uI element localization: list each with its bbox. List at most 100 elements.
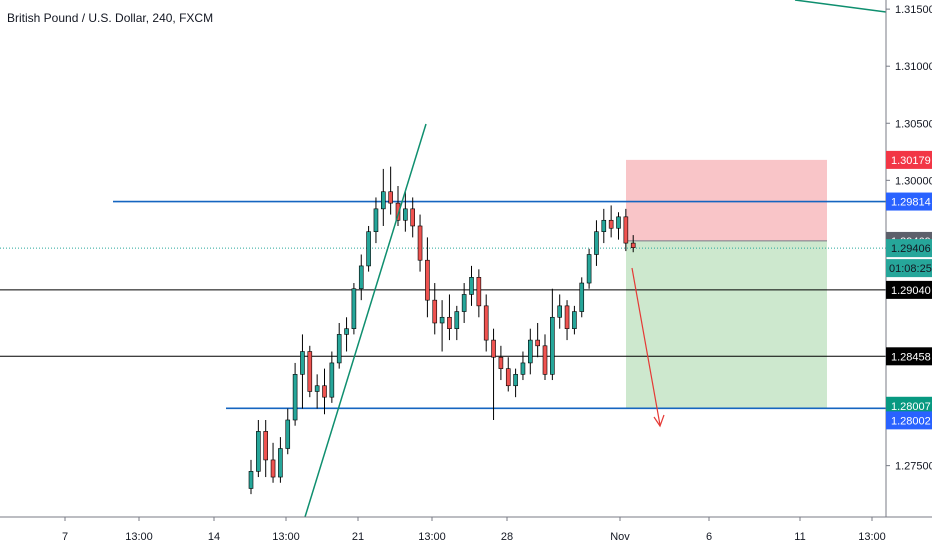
candle bbox=[505, 357, 511, 392]
candle-body bbox=[623, 216, 629, 244]
candle bbox=[476, 269, 482, 318]
price-label-bg bbox=[886, 150, 932, 169]
candle bbox=[388, 166, 393, 215]
candle-body bbox=[557, 305, 563, 318]
price-label: 1.28002 bbox=[886, 411, 932, 430]
candle bbox=[454, 305, 460, 341]
time-tick-label: 13:00 bbox=[858, 531, 886, 543]
time-tick-label: 13:00 bbox=[418, 531, 446, 543]
candle bbox=[395, 186, 401, 226]
time-tick-label: 21 bbox=[352, 531, 364, 543]
candle bbox=[248, 459, 254, 495]
countdown-text: 01:08:25 bbox=[889, 263, 932, 275]
trend-line-up[interactable] bbox=[304, 123, 427, 518]
candle-body bbox=[366, 231, 371, 267]
candle-body bbox=[314, 385, 320, 392]
price-label: 1.29814 bbox=[886, 192, 932, 211]
candle-body bbox=[483, 305, 489, 341]
price-tick-label: 1.27500 bbox=[895, 461, 932, 473]
candle bbox=[616, 212, 621, 240]
candle-body bbox=[586, 254, 592, 284]
price-label-text: 1.29406 bbox=[891, 243, 931, 255]
price-label-bg bbox=[886, 347, 932, 366]
candle-body bbox=[351, 288, 357, 329]
candle-body bbox=[616, 216, 621, 229]
price-axis[interactable]: 1.31500 1.31000 1.30500 1.30000 1.27500 bbox=[886, 4, 932, 473]
candle bbox=[300, 334, 305, 409]
candle-body bbox=[432, 299, 438, 324]
candle bbox=[594, 220, 599, 266]
price-tick-label: 1.31000 bbox=[895, 61, 932, 73]
candle bbox=[403, 191, 408, 232]
price-label-text: 1.28458 bbox=[891, 351, 931, 363]
projection-arrow[interactable] bbox=[631, 267, 665, 428]
price-label: 1.28007 bbox=[886, 396, 932, 415]
candle-body bbox=[256, 431, 261, 472]
candle-body bbox=[410, 208, 416, 227]
candle-body bbox=[520, 362, 526, 375]
candle bbox=[373, 197, 379, 244]
candle-body bbox=[542, 345, 548, 375]
candle-body bbox=[579, 282, 585, 312]
candle-body bbox=[278, 448, 283, 478]
arrow-shaft bbox=[631, 267, 661, 426]
candle bbox=[425, 237, 430, 318]
time-tick-label: 11 bbox=[794, 531, 805, 543]
candle-body bbox=[469, 277, 474, 295]
candle bbox=[263, 419, 269, 478]
candle bbox=[358, 254, 364, 301]
candle-body bbox=[572, 311, 577, 329]
price-label-text: 1.30179 bbox=[891, 155, 931, 167]
candle-body bbox=[535, 339, 540, 347]
candle-body bbox=[608, 219, 614, 229]
price-labels: 1.301791.298141.294691.2940601:08:251.29… bbox=[886, 150, 932, 430]
chart-title: British Pound / U.S. Dollar, 240, FXCM bbox=[7, 11, 213, 25]
candle-body bbox=[498, 356, 504, 369]
price-label-bg bbox=[886, 192, 932, 211]
candle bbox=[630, 235, 636, 253]
candle bbox=[417, 214, 423, 272]
candle bbox=[278, 437, 283, 483]
candle-body bbox=[358, 265, 364, 290]
candle bbox=[432, 283, 438, 335]
time-tick-label: 6 bbox=[706, 531, 712, 543]
candle-body bbox=[594, 231, 599, 255]
candle-body bbox=[564, 305, 570, 329]
candle-body bbox=[292, 374, 298, 421]
short-position-tool[interactable] bbox=[626, 159, 827, 408]
candle bbox=[344, 317, 349, 352]
candle bbox=[439, 300, 445, 352]
time-tick-label: 13:00 bbox=[125, 531, 153, 543]
price-label-text: 1.29040 bbox=[891, 285, 931, 297]
price-label: 1.29406 01:08:25 bbox=[886, 239, 932, 278]
horizontal-lines[interactable] bbox=[0, 200, 886, 410]
candle bbox=[292, 362, 298, 426]
candle bbox=[564, 300, 570, 341]
time-axis[interactable]: 7 13:00 14 13:00 21 13:00 28 Nov 6 11 13:00 bbox=[62, 517, 886, 543]
candle-body bbox=[505, 368, 511, 387]
arrow-head bbox=[653, 414, 665, 428]
candle bbox=[498, 345, 504, 381]
candle bbox=[608, 205, 614, 238]
time-tick-label: Nov bbox=[610, 531, 630, 543]
time-tick-label: 7 bbox=[62, 531, 68, 543]
candle-body bbox=[322, 385, 327, 398]
candle bbox=[336, 322, 342, 369]
candle-body bbox=[425, 259, 430, 301]
candles bbox=[248, 166, 636, 495]
candle-body bbox=[476, 277, 482, 307]
price-tick-label: 1.31500 bbox=[895, 4, 932, 16]
candle-body bbox=[491, 339, 496, 358]
candle-body bbox=[461, 294, 467, 312]
candle bbox=[513, 368, 518, 398]
trend-line-top[interactable] bbox=[794, 0, 887, 13]
stop-loss-zone[interactable] bbox=[626, 159, 827, 241]
candle bbox=[270, 442, 276, 483]
take-profit-zone[interactable] bbox=[626, 240, 827, 408]
candle bbox=[542, 334, 548, 381]
time-tick-label: 28 bbox=[501, 531, 513, 543]
candle-body bbox=[417, 225, 423, 261]
candle-body bbox=[513, 374, 518, 387]
candle bbox=[447, 294, 452, 341]
